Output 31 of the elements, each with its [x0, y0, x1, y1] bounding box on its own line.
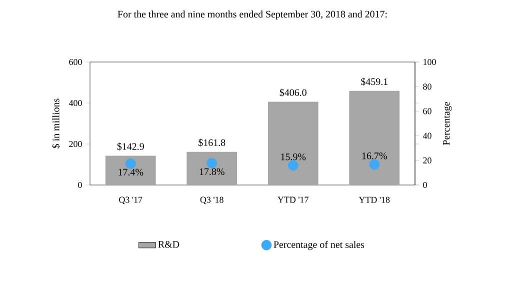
bar — [105, 156, 156, 185]
legend-label: Percentage of net sales — [274, 240, 364, 250]
y-tick-label: 600 — [69, 58, 82, 66]
x-tick-label: Q3 '17 — [119, 196, 142, 204]
x-tick-label: YTD '18 — [358, 196, 390, 203]
bar — [349, 90, 400, 185]
data-label: $161.8 — [198, 138, 226, 147]
data-label: $142.9 — [117, 142, 144, 151]
data-label: 15.9% — [281, 153, 306, 160]
y2-axis-title: Percentage — [443, 102, 452, 146]
chart-title: For the three and nine months ended September 30, 2018 and 2017: — [118, 10, 387, 20]
x-tick-label: YTD '17 — [278, 196, 308, 203]
data-label: 17.4% — [118, 168, 144, 176]
data-label: 16.7% — [362, 152, 387, 160]
bar — [268, 102, 318, 185]
y2-tick-label: 20 — [423, 157, 432, 164]
y-tick-label: 400 — [68, 100, 82, 106]
data-label: $459.1 — [361, 78, 388, 86]
y2-tick-label: 100 — [424, 58, 436, 66]
y2-tick-label: 80 — [423, 84, 432, 90]
y-tick-label: 0 — [78, 182, 82, 188]
x-tick-label: Q3 '18 — [200, 196, 224, 204]
bar — [186, 152, 238, 185]
data-label: 17.8% — [200, 168, 224, 176]
y2-tick-label: 0 — [423, 182, 427, 188]
y2-tick-label: 60 — [423, 108, 432, 114]
y-axis-title: $ in millions — [52, 98, 60, 148]
legend-label: R&D — [158, 241, 180, 248]
y-tick-label: 200 — [69, 140, 82, 148]
data-label: $406.0 — [280, 88, 306, 97]
y2-tick-label: 40 — [422, 132, 432, 139]
